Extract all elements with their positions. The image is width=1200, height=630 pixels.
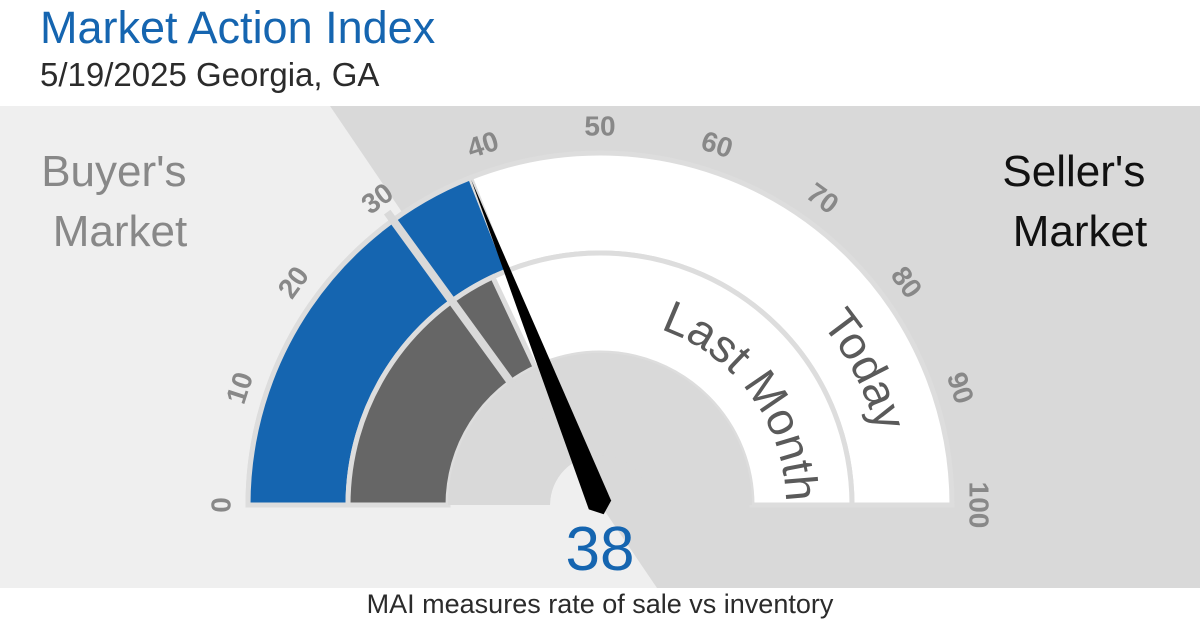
tick-label: 100 (964, 482, 995, 529)
footer-note: MAI measures rate of sale vs inventory (366, 589, 834, 619)
tick-label: 0 (206, 497, 237, 513)
inner-hub (448, 353, 752, 505)
page-subtitle: 5/19/2025 Georgia, GA (40, 56, 380, 93)
gauge-needle (471, 179, 612, 515)
tick-label: 50 (584, 111, 615, 142)
buyers-market-label: Buyer's Market (41, 147, 199, 256)
gauge-value-label: 38 (566, 515, 635, 584)
zone-threshold-line (383, 209, 563, 451)
sellers-market-label: Seller's Market (1002, 147, 1157, 256)
page-title: Market Action Index (40, 2, 436, 53)
